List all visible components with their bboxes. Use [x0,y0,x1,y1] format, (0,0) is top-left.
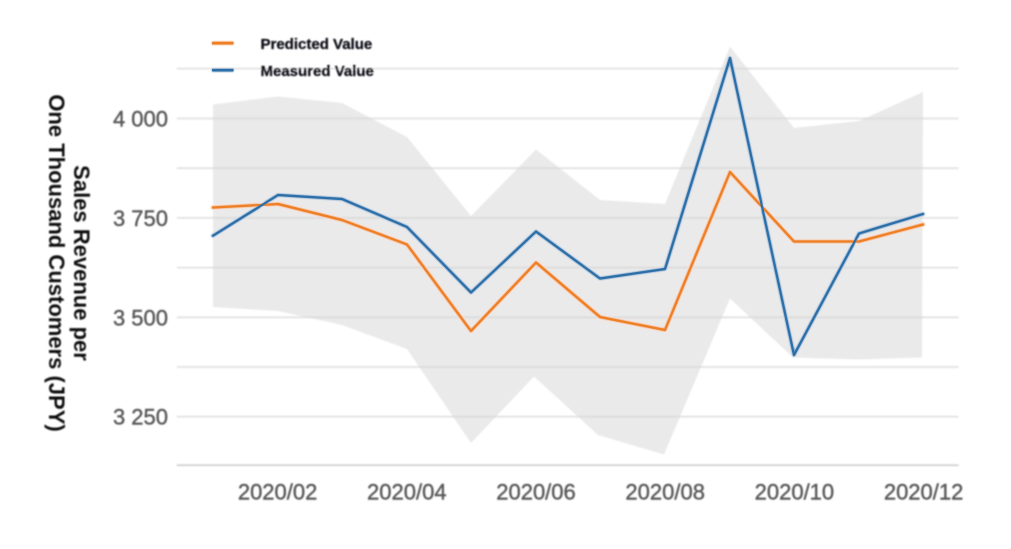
svg-text:3 250: 3 250 [113,405,168,430]
svg-text:2020/10: 2020/10 [755,480,835,505]
svg-text:2020/06: 2020/06 [496,480,576,505]
svg-text:3 750: 3 750 [113,206,168,231]
svg-text:4 000: 4 000 [113,107,168,132]
svg-text:2020/02: 2020/02 [238,480,318,505]
svg-text:2020/04: 2020/04 [367,480,447,505]
svg-text:One Thousand Customers (JPY): One Thousand Customers (JPY) [44,94,69,431]
svg-text:Measured Value: Measured Value [261,63,374,80]
svg-text:3 500: 3 500 [113,305,168,330]
svg-text:2020/12: 2020/12 [884,480,964,505]
svg-text:Predicted Value: Predicted Value [261,36,373,53]
svg-text:2020/08: 2020/08 [625,480,705,505]
svg-text:Sales Revenue per: Sales Revenue per [69,165,94,361]
